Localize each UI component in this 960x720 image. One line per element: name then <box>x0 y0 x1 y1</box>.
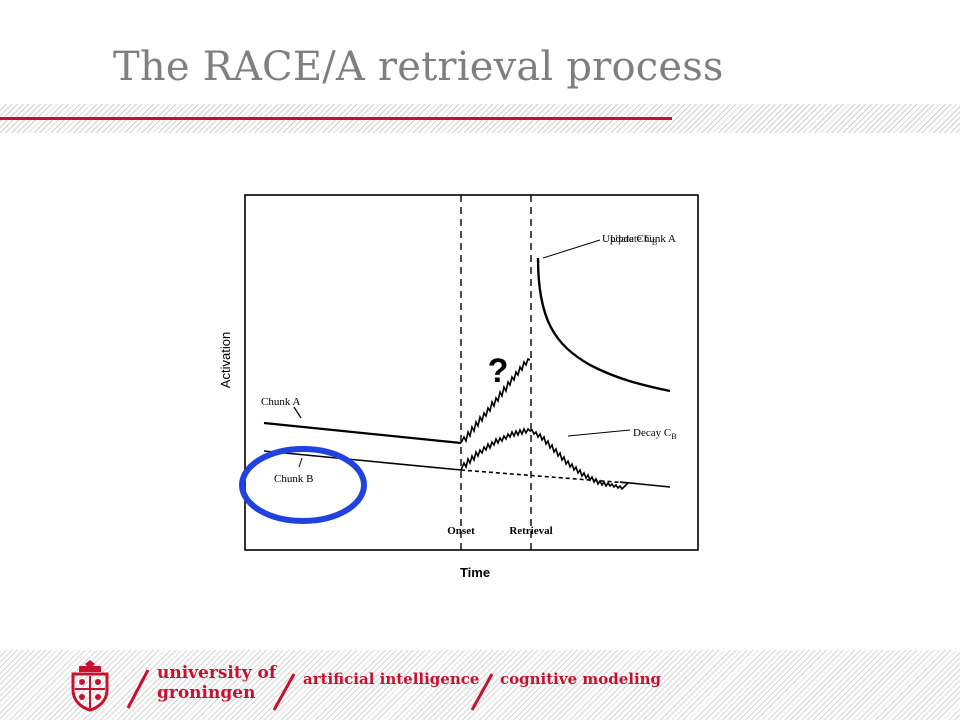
decay-label: Decay CB <box>633 427 677 441</box>
chunk-a-label: Chunk A <box>261 396 300 408</box>
decay-leader-line <box>567 429 631 437</box>
retrieval-label: Retrieval <box>509 525 552 537</box>
chunk-a-leader-line <box>293 406 302 419</box>
footer-slash-2 <box>272 673 296 711</box>
chunk-b-tail <box>619 481 671 488</box>
university-crest-icon <box>71 660 109 712</box>
x-axis-label: Time <box>460 565 490 580</box>
chunk-b-curve <box>263 450 462 471</box>
chunk-b-label: Chunk B <box>274 473 313 485</box>
chunk-b-dashed-continuation <box>460 469 629 484</box>
update-overlap-label: Update Chunk A <box>602 233 676 245</box>
university-name-line2: groningen <box>157 683 256 703</box>
decay-subscript: B <box>671 432 676 441</box>
university-name-line1: university of <box>157 663 277 683</box>
update-leader-line <box>542 239 601 259</box>
header-red-rule <box>0 117 672 120</box>
question-mark: ? <box>488 352 509 390</box>
chunk-b-noisy-rise-decay <box>460 427 629 491</box>
footer-hatch-band <box>0 650 960 720</box>
update-chunk-a-decay-curve <box>536 257 671 393</box>
chunk-a-noisy-rise <box>460 357 531 444</box>
update-cb-label: Update CB <box>610 233 657 247</box>
onset-label: Onset <box>447 525 475 537</box>
chunk-b-highlight-ellipse <box>239 446 367 524</box>
y-axis-label: Activation <box>218 332 233 388</box>
plot-frame <box>244 194 699 551</box>
chunk-b-leader-line <box>298 457 303 468</box>
footer-slash-3 <box>470 673 494 711</box>
chunk-a-curve <box>263 421 462 445</box>
footer-slash-1 <box>126 669 150 709</box>
update-cb-subscript: B <box>652 238 657 247</box>
slide-title: The RACE/A retrieval process <box>113 44 724 90</box>
update-cb-text: Update C <box>610 233 652 245</box>
decay-text: Decay C <box>633 427 671 439</box>
group-name: cognitive modeling <box>500 670 662 688</box>
department-name: artificial intelligence <box>303 670 480 688</box>
race-a-activation-figure: Activation Time Onset Retrieval Chunk A … <box>218 194 699 580</box>
